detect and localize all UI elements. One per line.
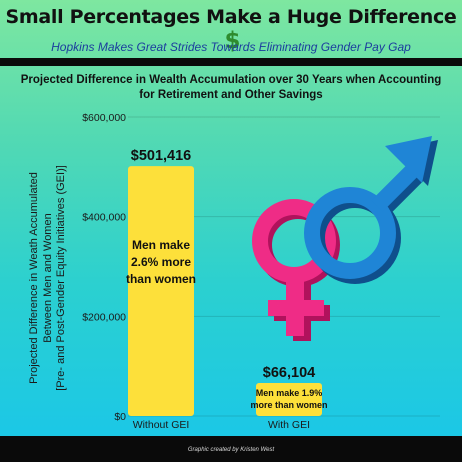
- footer-credit: Graphic created by Kristen West: [187, 447, 275, 453]
- x-axis-ticks: Without GEI With GEI: [133, 419, 310, 431]
- value-labels: $501,416 $66,104: [131, 148, 315, 381]
- bar-annotations: Men make 2.6% more than women Men make 1.9%…: [126, 238, 328, 410]
- y-tick-label: $600,000: [82, 112, 126, 124]
- x-tick-label: Without GEI: [133, 419, 190, 431]
- bar: [256, 383, 322, 416]
- male-symbol-icon: [304, 136, 438, 284]
- value-label: $501,416: [131, 148, 191, 164]
- footer: Graphic created by Kristen West: [0, 436, 462, 462]
- chart-title: Projected Difference in Wealth Accumulat…: [20, 74, 442, 101]
- gender-symbols-icon: [252, 136, 438, 341]
- female-symbol-icon: [252, 199, 340, 341]
- header: Small Percentages Make a Huge Difference…: [0, 6, 462, 54]
- y-tick-label: $0: [114, 411, 126, 423]
- page-title: Small Percentages Make a Huge Difference: [5, 6, 457, 28]
- bars: [128, 166, 322, 416]
- value-label: $66,104: [263, 365, 315, 381]
- y-tick-label: $200,000: [82, 311, 126, 323]
- header-divider: [0, 58, 462, 66]
- page-subtitle: Hopkins Makes Great Strides Towards Elim…: [51, 40, 411, 54]
- y-axis-ticks: $0 $200,000 $400,000 $600,000: [82, 112, 126, 423]
- y-tick-label: $400,000: [82, 212, 126, 224]
- bar: [128, 166, 194, 416]
- dollar-sign-icon: $: [224, 28, 241, 54]
- bar-annotation: Men make 1.9% more than women: [250, 388, 327, 410]
- bar-annotation: Men make 2.6% more than women: [126, 238, 196, 286]
- x-tick-label: With GEI: [268, 419, 310, 431]
